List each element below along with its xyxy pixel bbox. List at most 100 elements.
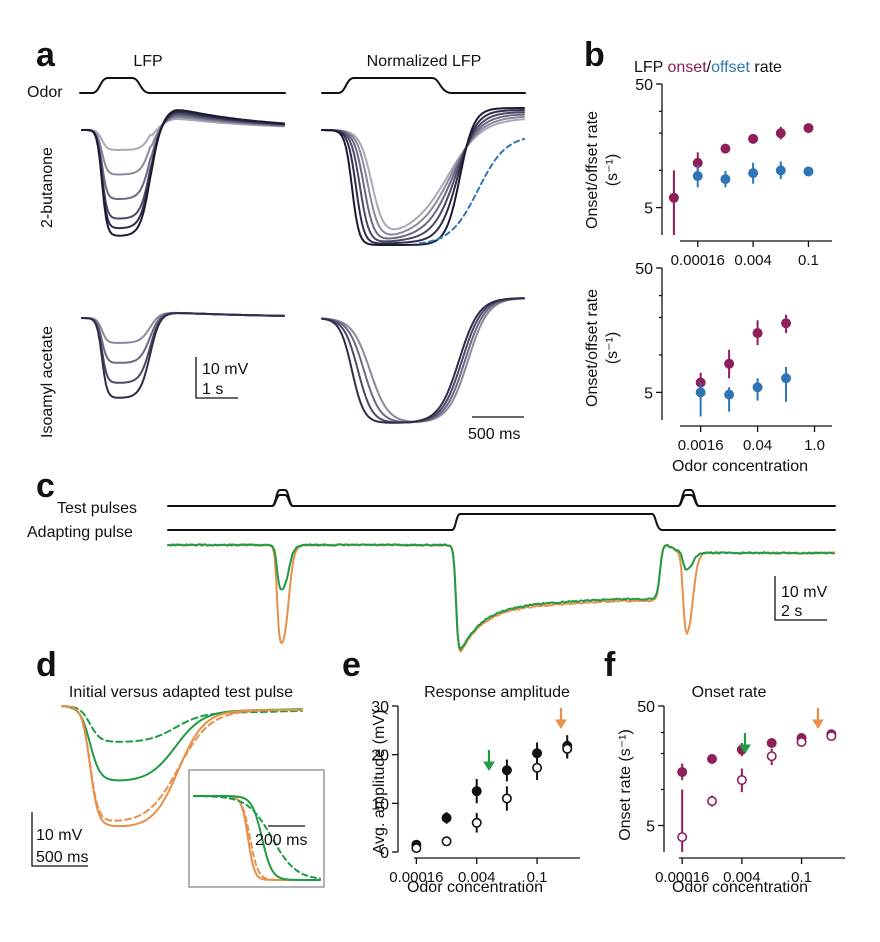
b-xlabel: Odor concentration: [672, 458, 808, 475]
a-norm-butanone-trace: [321, 115, 525, 236]
d-trace-green-dashed: [61, 705, 303, 743]
c-test-pulse-trace-1: [167, 489, 836, 507]
f-adapted-point: [707, 796, 718, 807]
c-traces: [167, 543, 835, 653]
b-bottom-xtick-label: 1.0: [804, 437, 825, 454]
d-traces: [61, 705, 303, 828]
b-bottom-offset-point: [752, 382, 763, 393]
b-top-onset-point: [668, 192, 679, 203]
c-trace-green: [167, 543, 835, 651]
a-lfp-butanone-trace: [81, 112, 285, 220]
c-scalebar: [774, 576, 827, 621]
f-initial-point: [677, 767, 688, 778]
a-scalebar-s: 1 s: [202, 381, 223, 398]
b-top-onset-point: [803, 123, 814, 134]
b-top-xtick-label: 0.1: [798, 252, 819, 269]
a-scalebar-left: [195, 357, 238, 399]
e-arrow-orange-head: [555, 719, 567, 729]
a-norm-butanone-trace: [321, 107, 525, 246]
e-xtick-label: 0.004: [458, 869, 496, 886]
panel-e-label: e: [342, 646, 361, 684]
c-scalebar-s: 2 s: [781, 603, 802, 620]
f-title: Onset rate: [692, 684, 767, 701]
c-adapting-pulse-trace: [167, 513, 836, 531]
panel-d-label: d: [36, 646, 57, 684]
e-adapted-point: [411, 843, 422, 854]
a-odor-trace-left: [79, 77, 286, 94]
e-adapted-point: [532, 762, 543, 773]
c-label-adapting-pulse: Adapting pulse: [27, 524, 133, 541]
a-norm-isoamyl-trace: [321, 297, 525, 424]
e-initial-point: [501, 765, 512, 776]
f-adapted-point: [677, 832, 688, 843]
b-top-yunit: (s⁻¹): [604, 154, 621, 186]
a-odor-label: Odor: [27, 84, 63, 101]
a-lfp-isoamyl-trace: [81, 312, 285, 399]
f-arrow-green-head: [739, 744, 751, 754]
a-lfp-isoamyl-trace: [81, 312, 285, 384]
plot-f: 5 50 0.00016 0.004 0.1: [637, 699, 845, 886]
b-bottom-onset-point: [781, 318, 792, 329]
a-norm-butanone-trace: [321, 118, 525, 231]
a-title-normalized: Normalized LFP: [367, 53, 482, 70]
b-top-offset-point: [803, 166, 814, 177]
d-inset-traces: [193, 795, 321, 881]
b-bottom-offset-point: [724, 389, 735, 400]
panel-f-label: f: [604, 646, 616, 684]
a-row-label-butanone: 2-butanone: [39, 147, 56, 228]
b-title-sep: /: [707, 59, 712, 76]
plot-e: 0 10 20 30 0.00016 0.004 0.1: [371, 699, 580, 886]
a-lfp-butanone-trace: [81, 109, 285, 237]
f-adapted-point: [766, 751, 777, 762]
c-trace-orange: [167, 543, 835, 653]
e-ytick-label: 20: [371, 748, 389, 765]
plot-b-bottom: 5 50 0.0016 0.04 1.0: [635, 261, 832, 454]
b-top-ytick-label: 5: [644, 201, 653, 218]
e-initial-point: [471, 786, 482, 797]
b-top-xtick-label: 0.00016: [671, 252, 725, 269]
b-bottom-onset-point: [752, 328, 763, 339]
f-adapted-point: [826, 731, 837, 742]
a-row-label-isoamyl: Isoamyl acetate: [39, 326, 56, 438]
plot-b-top: 5 50 0.00016 0.004 0.1: [635, 77, 832, 269]
f-ytick-label: 5: [646, 818, 655, 835]
b-top-offset-point: [748, 168, 759, 179]
a-norm-butanone-trace: [321, 111, 525, 243]
a-lfp-isoamyl-trace: [81, 311, 285, 344]
d-scalebar: [31, 812, 88, 867]
f-arrow-orange-head: [812, 719, 824, 729]
b-top-xtick-label: 0.004: [734, 252, 772, 269]
f-initial-point: [707, 754, 718, 765]
f-xtick-label: 0.004: [723, 869, 761, 886]
b-top-onset-point: [775, 128, 786, 139]
d-trace-orange-dashed: [61, 705, 303, 822]
d-title: Initial versus adapted test pulse: [69, 684, 293, 701]
b-top-ytick-label: 50: [635, 77, 653, 94]
b-title: LFP onset/offset rate: [634, 59, 782, 76]
f-initial-point: [766, 738, 777, 749]
e-arrow-green-head: [483, 761, 495, 771]
b-bottom-onset-point: [724, 358, 735, 369]
d-scalebar-mv: 10 mV: [36, 827, 83, 844]
e-ylabel: Avg. amplitude (mV): [371, 710, 388, 855]
b-bottom-ytick-label: 5: [644, 385, 653, 402]
a-lfp-butanone-trace: [81, 110, 285, 230]
a-norm-isoamyl-trace: [321, 297, 525, 424]
f-ylabel: Onset rate (s⁻¹): [617, 729, 634, 841]
b-bottom-ytick-label: 50: [635, 261, 653, 278]
d-inset-green-dashed: [193, 795, 321, 880]
panel-a-label: a: [36, 36, 56, 74]
b-title-onset: onset: [668, 59, 708, 76]
e-ytick-label: 30: [371, 699, 389, 716]
b-bottom-ylabel: Onset/offset rate: [584, 289, 601, 407]
f-ytick-label: 50: [637, 699, 655, 716]
e-ytick-label: 0: [380, 845, 389, 862]
c-test-pulse-trace-2: [271, 494, 700, 507]
a-norm-butanone-trace: [321, 109, 525, 245]
b-title-prefix: LFP: [634, 59, 668, 76]
a-norm-isoamyl-trace: [321, 297, 525, 424]
c-label-test-pulses: Test pulses: [57, 500, 137, 517]
f-xtick-label: 0.00016: [655, 869, 709, 886]
b-bottom-offset-point: [695, 387, 706, 398]
